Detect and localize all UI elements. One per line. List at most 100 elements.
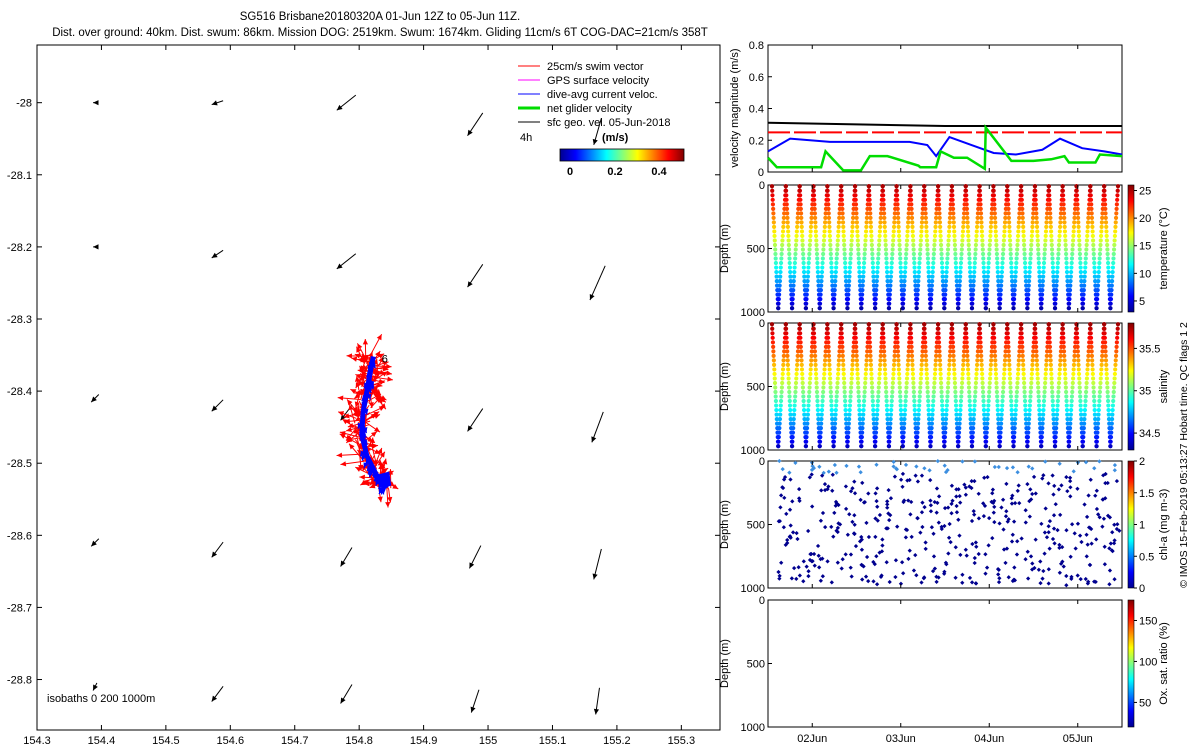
chl-point	[839, 566, 844, 571]
profile-point	[792, 403, 797, 408]
profile-point	[821, 251, 826, 257]
profile-point	[1092, 269, 1097, 275]
profile-point	[912, 403, 917, 408]
profile-point	[835, 385, 840, 390]
profile-point	[910, 371, 916, 377]
profile-point	[1022, 256, 1027, 261]
profile-point	[1051, 416, 1056, 422]
profile-point	[860, 430, 865, 435]
chl-point	[928, 503, 933, 508]
profile-point	[771, 362, 777, 368]
profile-point	[900, 444, 905, 449]
profile-point	[1048, 220, 1053, 225]
profile-point	[1009, 403, 1014, 408]
chl-point	[1114, 478, 1120, 484]
profile-point	[917, 256, 922, 261]
profile-point	[1102, 202, 1108, 207]
profile-point	[1093, 416, 1098, 422]
profile-point	[909, 215, 915, 220]
profile-point	[920, 353, 925, 358]
profile-point	[832, 283, 838, 288]
profile-point	[938, 376, 943, 381]
profile-point	[849, 233, 855, 239]
chl-point	[934, 510, 939, 515]
profile-point	[1019, 193, 1024, 198]
chl-point	[928, 498, 933, 503]
chl-point	[984, 565, 990, 570]
chl-point	[1012, 577, 1017, 582]
profile-point	[875, 403, 880, 408]
chl-point	[873, 491, 878, 496]
profile-point	[863, 367, 869, 372]
profile-point	[1086, 211, 1091, 216]
profile-point	[1076, 358, 1081, 363]
chl-point	[963, 492, 968, 497]
profile-point	[778, 403, 783, 408]
profile-point	[925, 385, 930, 390]
profile-point	[1104, 238, 1110, 243]
profile-point	[1008, 385, 1013, 390]
profile-point	[1021, 233, 1026, 239]
profile-point	[1040, 278, 1045, 284]
swim-vector-head	[362, 338, 369, 345]
profile-point	[1001, 238, 1006, 243]
profile-point	[882, 367, 888, 372]
isobaths-label: isobaths 0 200 1000m	[47, 693, 155, 705]
profile-point	[1019, 322, 1024, 327]
profile-point	[1022, 380, 1027, 386]
profile-point	[1091, 389, 1096, 395]
profile-point	[1007, 220, 1012, 225]
profile-point	[972, 269, 977, 275]
profile-point	[1001, 242, 1006, 248]
profile-point	[874, 416, 879, 422]
swim-vector-head	[370, 479, 376, 486]
profile-point	[1039, 435, 1044, 440]
swim-vector-head	[387, 496, 393, 503]
profile-point	[834, 398, 839, 404]
profile-point	[873, 435, 878, 440]
profile-point	[855, 229, 860, 234]
profile-point	[1002, 224, 1007, 230]
profile-point	[820, 265, 825, 270]
profile-point	[772, 371, 777, 377]
profile-point	[1040, 288, 1045, 293]
profile-point	[1033, 193, 1038, 198]
profile-point	[1092, 407, 1097, 413]
profile-point	[1077, 380, 1082, 386]
profile-point	[1115, 188, 1120, 193]
chl-point	[976, 491, 981, 496]
profile-point	[883, 233, 888, 239]
profile-point	[968, 412, 973, 417]
profile-point	[953, 251, 958, 257]
profile-point	[1033, 202, 1038, 207]
profile-point	[795, 349, 801, 354]
profile-point	[1083, 265, 1088, 270]
profile-point	[865, 349, 870, 354]
profile-point	[944, 407, 949, 413]
profile-point	[772, 367, 777, 372]
profile-point	[776, 439, 781, 444]
profile-point	[806, 403, 811, 408]
map-y-tick-label: -28.7	[7, 602, 32, 614]
profile-point	[1071, 367, 1076, 372]
profile-point	[1081, 292, 1086, 297]
profile-point	[860, 288, 865, 293]
profile-point	[954, 278, 959, 284]
chl-point	[992, 520, 997, 525]
profile-point	[886, 306, 892, 311]
profile-point	[963, 322, 968, 327]
chl-point	[972, 555, 977, 561]
profile-point	[922, 184, 927, 189]
profile-point	[1053, 292, 1058, 297]
profile-point	[788, 412, 793, 417]
profile-point	[1019, 331, 1024, 336]
profile-point	[950, 193, 955, 198]
profile-point	[942, 435, 947, 440]
chl-point	[909, 534, 914, 539]
profile-point	[925, 256, 931, 261]
profile-point	[812, 344, 817, 349]
profile-point	[801, 265, 806, 270]
profile-point	[919, 233, 924, 239]
profile-point	[966, 247, 972, 252]
profile-point	[1084, 380, 1089, 386]
